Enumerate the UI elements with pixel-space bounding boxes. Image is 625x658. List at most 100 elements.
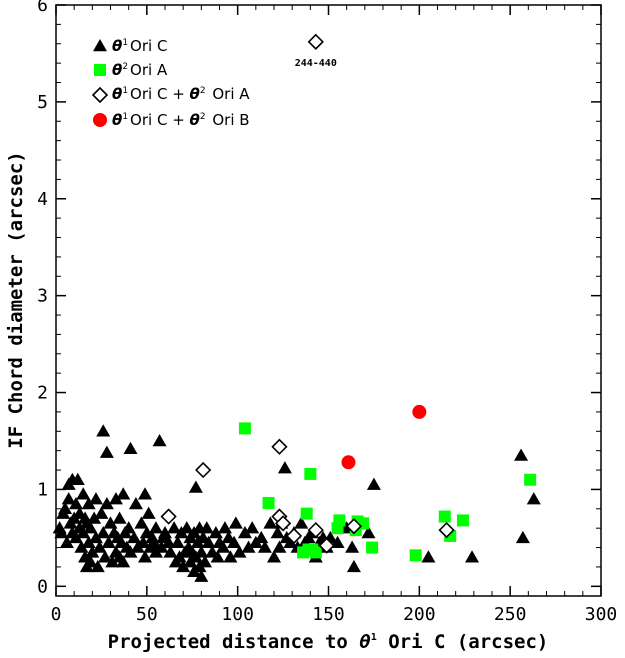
data-point-series-1	[257, 540, 272, 553]
data-point-series-1	[272, 540, 287, 553]
data-point-series-3	[271, 438, 288, 455]
data-point-series-1	[263, 516, 278, 529]
data-point-series-1	[170, 535, 185, 548]
data-points	[52, 33, 541, 582]
y-tick-label: 1	[37, 479, 48, 500]
data-point-series-3	[160, 508, 177, 525]
y-axis-label: IF Chord diameter (arcsec)	[5, 151, 27, 448]
x-tick-label: 50	[136, 604, 158, 625]
y-tick-label: 4	[37, 189, 48, 210]
data-point-series-1	[96, 526, 111, 539]
data-point-series-1	[70, 472, 85, 485]
data-point-series-1	[176, 559, 191, 573]
y-tick-label: 6	[37, 0, 48, 16]
y-tick-labels: 0 1 2 3 4 5 6	[37, 0, 48, 597]
data-point-series-2	[366, 541, 379, 554]
data-point-series-1	[277, 461, 292, 474]
data-point-series-1	[141, 506, 156, 519]
data-point-series-3	[345, 518, 363, 535]
data-point-series-3	[318, 537, 335, 554]
data-point-series-4	[412, 404, 427, 419]
x-tick-label: 0	[51, 604, 62, 625]
data-point-series-1	[161, 535, 176, 548]
legend-2-theta: θ	[112, 61, 122, 79]
legend-marker-4	[93, 113, 107, 127]
legend-marker-1	[93, 39, 107, 52]
x-axis-label: Projected distance to θ1 Ori C (arcsec)	[108, 631, 549, 653]
legend-4-name2: Ori B	[208, 111, 250, 129]
data-point-series-2	[304, 467, 317, 480]
data-point-series-3	[285, 527, 303, 545]
data-point-series-1	[123, 441, 138, 454]
legend-3-sup: 1	[122, 86, 128, 96]
data-point-series-1	[68, 496, 83, 510]
data-point-series-1	[83, 521, 98, 534]
data-point-series-1	[123, 545, 138, 558]
data-point-series-1	[194, 545, 209, 558]
data-point-series-1	[267, 550, 281, 563]
data-point-series-1	[346, 559, 361, 573]
legend-4-name: Ori C +	[130, 111, 190, 129]
y-tick-label: 5	[37, 92, 48, 113]
data-point-series-1	[136, 535, 151, 548]
x-tick-labels: 0 50 100 150 200 250 300	[51, 604, 618, 625]
data-point-series-1	[232, 545, 247, 558]
legend-4-sup: 1	[122, 112, 128, 122]
data-point-series-1	[201, 535, 216, 548]
data-point-series-1	[227, 535, 242, 548]
legend-3-sup2: 2	[200, 86, 206, 96]
data-point-series-1	[270, 526, 285, 539]
legend-3-theta2: θ	[190, 85, 200, 103]
data-point-series-2	[300, 507, 313, 520]
data-point-series-1	[163, 545, 178, 558]
legend-1-sup: 1	[122, 38, 128, 48]
data-point-series-1	[158, 526, 172, 539]
y-tick-label: 2	[37, 383, 48, 404]
y-tick-label: 0	[37, 576, 48, 597]
annotation-label: 244-440	[295, 58, 337, 69]
data-point-series-1	[254, 530, 269, 544]
data-point-series-1	[147, 535, 162, 548]
data-point-series-1	[154, 540, 169, 553]
data-point-series-1	[179, 521, 194, 534]
y-tick-label: 3	[37, 286, 48, 307]
data-point-series-1	[108, 492, 123, 505]
data-point-series-1	[58, 501, 73, 515]
data-point-series-1	[421, 550, 436, 563]
data-point-series-1	[87, 511, 102, 524]
data-point-series-1	[76, 526, 91, 539]
data-point-series-1	[90, 559, 105, 573]
data-point-series-1	[54, 526, 69, 539]
x-tick-label: 100	[221, 604, 254, 625]
data-point-series-1	[294, 516, 309, 529]
data-point-series-1	[92, 540, 107, 553]
data-point-series-1	[127, 530, 142, 544]
data-point-series-2	[333, 514, 346, 527]
legend-marker-2	[94, 64, 106, 76]
legend-1-theta: θ	[112, 37, 122, 55]
legend-2-sup: 2	[122, 62, 128, 72]
x-axis-label-sup: 1	[371, 632, 377, 643]
data-point-series-1	[199, 521, 214, 534]
data-point-series-1	[361, 526, 376, 539]
data-point-series-1	[96, 424, 111, 437]
data-point-series-1	[59, 535, 74, 548]
data-point-series-1	[217, 521, 232, 534]
data-point-series-1	[223, 550, 238, 563]
data-point-series-1	[345, 540, 360, 553]
data-point-series-1	[81, 496, 96, 510]
x-tick-label: 150	[312, 604, 345, 625]
data-point-series-1	[61, 492, 76, 505]
data-point-series-1	[194, 569, 209, 582]
data-point-series-1	[228, 516, 243, 529]
data-point-series-1	[98, 550, 113, 563]
data-point-series-3	[195, 461, 212, 479]
legend-4-theta: θ	[112, 111, 122, 129]
data-point-series-2	[238, 422, 251, 435]
x-axis-label-pre: Projected distance to	[108, 631, 360, 653]
data-point-series-1	[134, 516, 149, 529]
data-point-series-1	[241, 540, 256, 553]
legend-3-name: Ori C +	[130, 85, 190, 103]
data-point-series-2	[456, 514, 469, 527]
